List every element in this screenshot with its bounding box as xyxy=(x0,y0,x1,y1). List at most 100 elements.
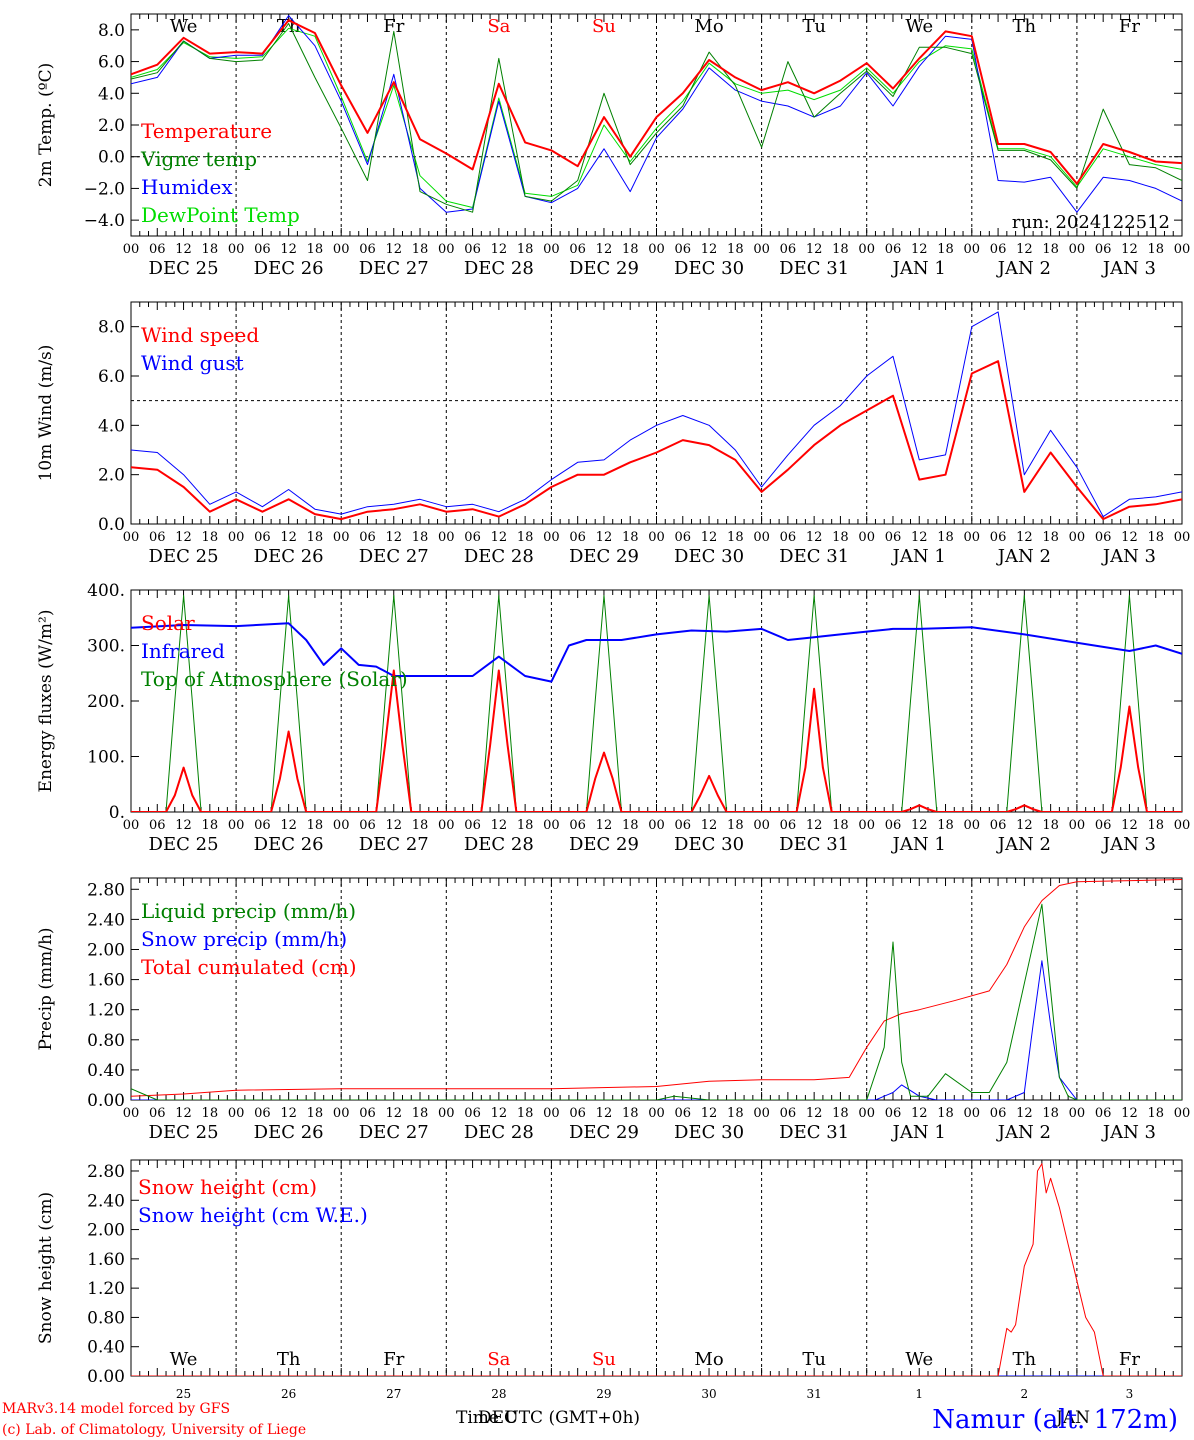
hour-tick-label: 12 xyxy=(911,530,928,545)
hour-tick-label: 06 xyxy=(359,1106,376,1121)
weekday-label: Su xyxy=(592,16,616,37)
y-tick-label: 8.0 xyxy=(98,318,125,338)
hour-tick-label: 18 xyxy=(1147,818,1164,833)
y-tick-label: 2.0 xyxy=(98,466,125,486)
hour-tick-label: 00 xyxy=(1174,530,1191,545)
panel-2: 0.0 2.0 4.0 6.0 8.0 10m Wind (m/s) 00 06 12 18 00 0… xyxy=(36,301,1191,567)
hour-tick-label: 12 xyxy=(175,530,192,545)
hour-tick-label: 12 xyxy=(596,1106,613,1121)
y-tick-label: −2.0 xyxy=(84,179,125,199)
weekday-label: We xyxy=(170,16,198,37)
date-label: DEC 29 xyxy=(569,1122,639,1143)
hour-tick-label: 12 xyxy=(701,1106,718,1121)
bottom-weekday-label: Th xyxy=(1013,1349,1037,1370)
run-label: run: 2024122512 xyxy=(1012,212,1170,233)
hour-tick-label: 00 xyxy=(438,242,455,257)
hour-tick-label: 12 xyxy=(806,530,823,545)
date-label: DEC 31 xyxy=(779,258,849,279)
hour-tick-label: 18 xyxy=(202,1106,219,1121)
hour-tick-label: 12 xyxy=(911,242,928,257)
hour-tick-label: 00 xyxy=(648,1106,665,1121)
hour-tick-label: 00 xyxy=(1069,818,1086,833)
weekday-label: Th xyxy=(1013,16,1037,37)
hour-tick-label: 12 xyxy=(1016,530,1033,545)
hour-tick-label: 18 xyxy=(1147,530,1164,545)
bottom-day-number: 27 xyxy=(386,1387,401,1401)
hour-tick-label: 18 xyxy=(412,530,429,545)
hour-tick-label: 06 xyxy=(1095,1106,1112,1121)
hour-tick-label: 12 xyxy=(175,1106,192,1121)
hour-tick-label: 06 xyxy=(254,242,271,257)
hour-tick-label: 06 xyxy=(464,242,481,257)
hour-tick-label: 18 xyxy=(202,818,219,833)
y-axis-label: 10m Wind (m/s) xyxy=(36,345,56,482)
legend-entry: Wind speed xyxy=(141,323,259,347)
panels: −4.0 −2.0 0.0 2.0 4.0 6.0 8.0 2m Temp. (ºC) 00 06… xyxy=(36,13,1191,1387)
y-tick-label: −4.0 xyxy=(84,211,125,231)
legend-entry: Infrared xyxy=(141,639,225,663)
hour-tick-label: 18 xyxy=(307,818,324,833)
hour-tick-label: 18 xyxy=(727,818,744,833)
series-line xyxy=(131,311,1182,518)
hour-tick-label: 00 xyxy=(123,530,140,545)
hour-tick-label: 18 xyxy=(937,1106,954,1121)
y-tick-label: 0.0 xyxy=(98,148,125,168)
hour-tick-label: 18 xyxy=(1042,1106,1059,1121)
date-label: DEC 28 xyxy=(464,1122,534,1143)
hour-tick-label: 00 xyxy=(858,530,875,545)
date-label: DEC 28 xyxy=(464,834,534,855)
hour-tick-label: 00 xyxy=(228,1106,245,1121)
bottom-day-number: 25 xyxy=(176,1387,191,1401)
hour-tick-label: 12 xyxy=(701,530,718,545)
y-tick-label: 0.40 xyxy=(87,1061,125,1081)
date-label: DEC 26 xyxy=(254,1122,324,1143)
date-label: DEC 30 xyxy=(674,546,744,567)
date-label: JAN 2 xyxy=(996,258,1051,279)
hour-tick-label: 00 xyxy=(1174,818,1191,833)
hour-tick-label: 12 xyxy=(596,530,613,545)
y-axis-label: Precip (mm/h) xyxy=(36,927,56,1050)
legend-entry: Snow height (cm) xyxy=(138,1175,317,1199)
date-label: DEC 26 xyxy=(254,546,324,567)
y-tick-label: 2.80 xyxy=(87,880,125,900)
legend-entry: Humidex xyxy=(141,175,233,199)
panel-5: 0.00 0.40 0.80 1.20 1.60 2.00 2.40 2.80 Snow hei… xyxy=(36,1159,1183,1387)
date-label: DEC 27 xyxy=(359,1122,429,1143)
y-tick-label: 6.0 xyxy=(98,367,125,387)
weekday-label: Fr xyxy=(1119,16,1140,37)
hour-tick-label: 06 xyxy=(464,818,481,833)
y-tick-label: 0.0 xyxy=(98,515,125,535)
series-group xyxy=(131,879,1182,1100)
hour-tick-label: 18 xyxy=(622,242,639,257)
hour-tick-label: 18 xyxy=(727,530,744,545)
hour-tick-label: 06 xyxy=(675,530,692,545)
hour-tick-label: 18 xyxy=(1147,1106,1164,1121)
date-label: DEC 30 xyxy=(674,1122,744,1143)
hour-tick-label: 06 xyxy=(464,1106,481,1121)
hour-tick-label: 18 xyxy=(937,242,954,257)
bottom-day-number: 30 xyxy=(701,1387,716,1401)
y-axis-label: Energy fluxes (W/m²) xyxy=(36,610,56,793)
hour-tick-label: 00 xyxy=(1069,1106,1086,1121)
date-label: JAN 1 xyxy=(891,1122,946,1143)
weekday-label: Mo xyxy=(694,16,723,37)
hour-tick-label: 06 xyxy=(254,530,271,545)
bottom-day-numbers: 25 26 27 28 29 30 31 1 2 3 xyxy=(176,1387,1133,1401)
x-axis-title: Time UTC (GMT+0h) xyxy=(456,1408,640,1428)
bottom-day-number: 29 xyxy=(596,1387,611,1401)
hour-tick-label: 06 xyxy=(885,242,902,257)
hour-tick-label: 18 xyxy=(1042,818,1059,833)
hour-tick-label: 18 xyxy=(832,242,849,257)
date-label: DEC 25 xyxy=(149,546,219,567)
weekday-label: Tu xyxy=(802,16,826,37)
date-label: JAN 3 xyxy=(1101,258,1156,279)
hour-tick-label: 18 xyxy=(622,1106,639,1121)
hour-tick-label: 00 xyxy=(1174,1106,1191,1121)
hour-tick-label: 18 xyxy=(412,818,429,833)
series-line xyxy=(131,19,1182,185)
hour-tick-label: 18 xyxy=(937,818,954,833)
hour-tick-label: 18 xyxy=(1147,242,1164,257)
hour-tick-label: 06 xyxy=(254,1106,271,1121)
hour-tick-label: 00 xyxy=(964,242,981,257)
date-label: JAN 2 xyxy=(996,1122,1051,1143)
